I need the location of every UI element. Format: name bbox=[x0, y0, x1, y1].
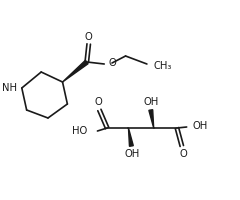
Text: OH: OH bbox=[125, 149, 140, 159]
Text: O: O bbox=[95, 97, 102, 107]
Text: OH: OH bbox=[143, 97, 158, 107]
Polygon shape bbox=[149, 110, 154, 128]
Text: CH₃: CH₃ bbox=[154, 61, 172, 71]
Text: OH: OH bbox=[192, 121, 208, 131]
Text: O: O bbox=[108, 58, 116, 68]
Text: O: O bbox=[180, 149, 188, 159]
Text: NH: NH bbox=[2, 83, 17, 93]
Polygon shape bbox=[128, 128, 133, 146]
Polygon shape bbox=[63, 60, 88, 82]
Text: HO: HO bbox=[72, 126, 88, 136]
Text: O: O bbox=[85, 32, 93, 42]
